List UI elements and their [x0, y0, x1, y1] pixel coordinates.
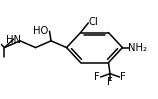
Text: HO: HO: [33, 26, 49, 36]
Text: HN: HN: [6, 35, 21, 45]
Text: F: F: [94, 72, 100, 82]
Text: F: F: [107, 78, 113, 88]
Text: NH₂: NH₂: [128, 43, 147, 53]
Text: F: F: [120, 72, 126, 82]
Text: Cl: Cl: [89, 17, 99, 28]
